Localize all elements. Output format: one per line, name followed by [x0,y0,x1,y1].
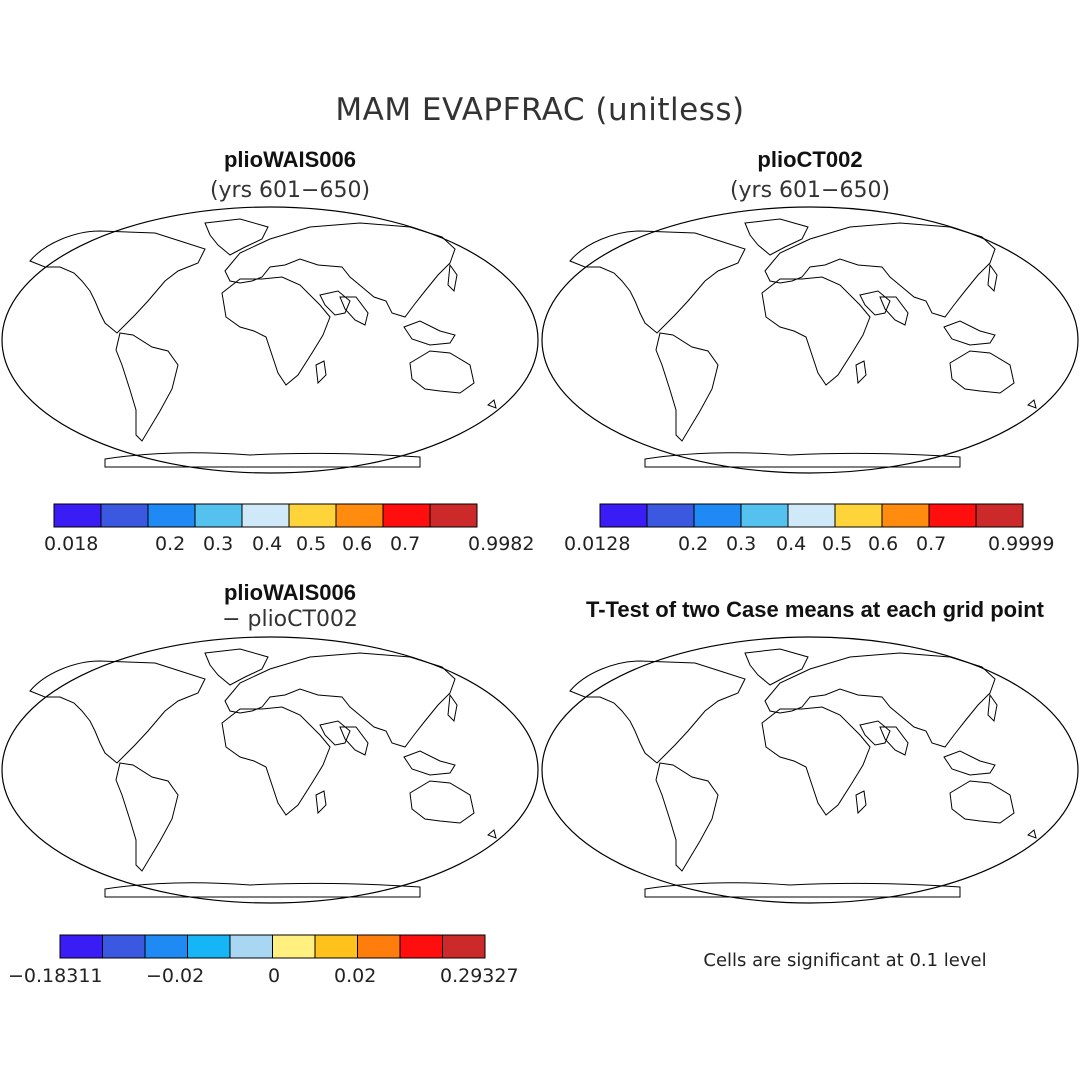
colorbar-tick-label: 0.4 [252,533,282,555]
colorbar-swatch [194,503,243,528]
colorbar-swatch [229,934,273,959]
panel-bl-title: plioWAIS006 [223,580,357,605]
colorbar-swatch [187,934,231,959]
colorbar-tick-label: 0 [268,965,280,987]
colorbar-tick-label: 0.7 [390,533,420,555]
colorbar-tick-label: −0.18311 [8,965,103,987]
colorbar-plioCT002: 0.0128 0.2 0.3 0.4 0.5 0.6 0.7 0.9999 [564,503,1054,555]
colorbar-swatch [740,503,789,528]
significance-footnote: Cells are significant at 0.1 level [703,950,987,971]
colorbar-swatch [382,503,431,528]
panel-tr-title: plioCT002 [757,147,863,172]
colorbar-tick-label: 0.3 [203,533,233,555]
colorbar-tick-label: 0.29327 [440,965,519,987]
panel-tl-subtitle: (yrs 601−650) [209,178,371,203]
colorbar-swatch [646,503,695,528]
colorbar-swatch [928,503,977,528]
figure-title: MAM EVAPFRAC (unitless) [335,92,745,128]
colorbar-tick-label: 0.2 [678,533,708,555]
colorbar-swatch [599,503,648,528]
colorbar-swatch [288,503,337,528]
colorbar-swatch [975,503,1024,528]
panel-tl-title: plioWAIS006 [223,147,357,172]
colorbar-tick-label: 0.02 [334,965,376,987]
colorbar-tick-label: 0.5 [822,533,852,555]
colorbar-swatch [272,934,316,959]
colorbar-tick-label: 0.6 [342,533,372,555]
map-difference [0,635,540,905]
colorbar-swatch [100,503,149,528]
colorbar-swatch [53,503,102,528]
colorbar-tick-label: 0.2 [155,533,185,555]
colorbar-swatch [144,934,188,959]
colorbar-tick-label: 0.3 [726,533,756,555]
map-plioWAIS006 [0,205,540,475]
panel-br-title: T-Test of two Case means at each grid po… [585,597,1044,622]
colorbar-swatch [335,503,384,528]
colorbar-tick-label: −0.02 [146,965,204,987]
colorbar-swatch [429,503,478,528]
colorbar-difference: −0.18311 −0.02 0 0.02 0.29327 [8,934,519,987]
colorbar-tick-label: 0.0128 [564,533,630,555]
colorbar-tick-label: 0.9982 [468,533,534,555]
map-plioCT002 [540,205,1080,475]
colorbar-swatch [314,934,358,959]
colorbar-swatch [834,503,883,528]
colorbar-swatch [102,934,146,959]
colorbar-swatch [787,503,836,528]
colorbar-tick-label: 0.5 [296,533,326,555]
panel-tr-subtitle: (yrs 601−650) [729,178,891,203]
colorbar-swatch [693,503,742,528]
colorbar-swatch [147,503,196,528]
colorbar-swatch [442,934,486,959]
colorbar-tick-label: 0.9999 [988,533,1054,555]
colorbar-swatch [59,934,103,959]
colorbar-tick-label: 0.4 [776,533,806,555]
colorbar-tick-label: 0.7 [916,533,946,555]
colorbar-swatch [881,503,930,528]
colorbar-swatch [399,934,443,959]
colorbar-tick-label: 0.018 [44,533,98,555]
colorbar-swatch [241,503,290,528]
colorbar-plioWAIS006: 0.018 0.2 0.3 0.4 0.5 0.6 0.7 0.9982 [44,503,534,555]
colorbar-swatch [357,934,401,959]
colorbar-tick-label: 0.6 [868,533,898,555]
map-ttest [540,635,1080,905]
panel-bl-subtitle: − plioCT002 [222,607,358,632]
